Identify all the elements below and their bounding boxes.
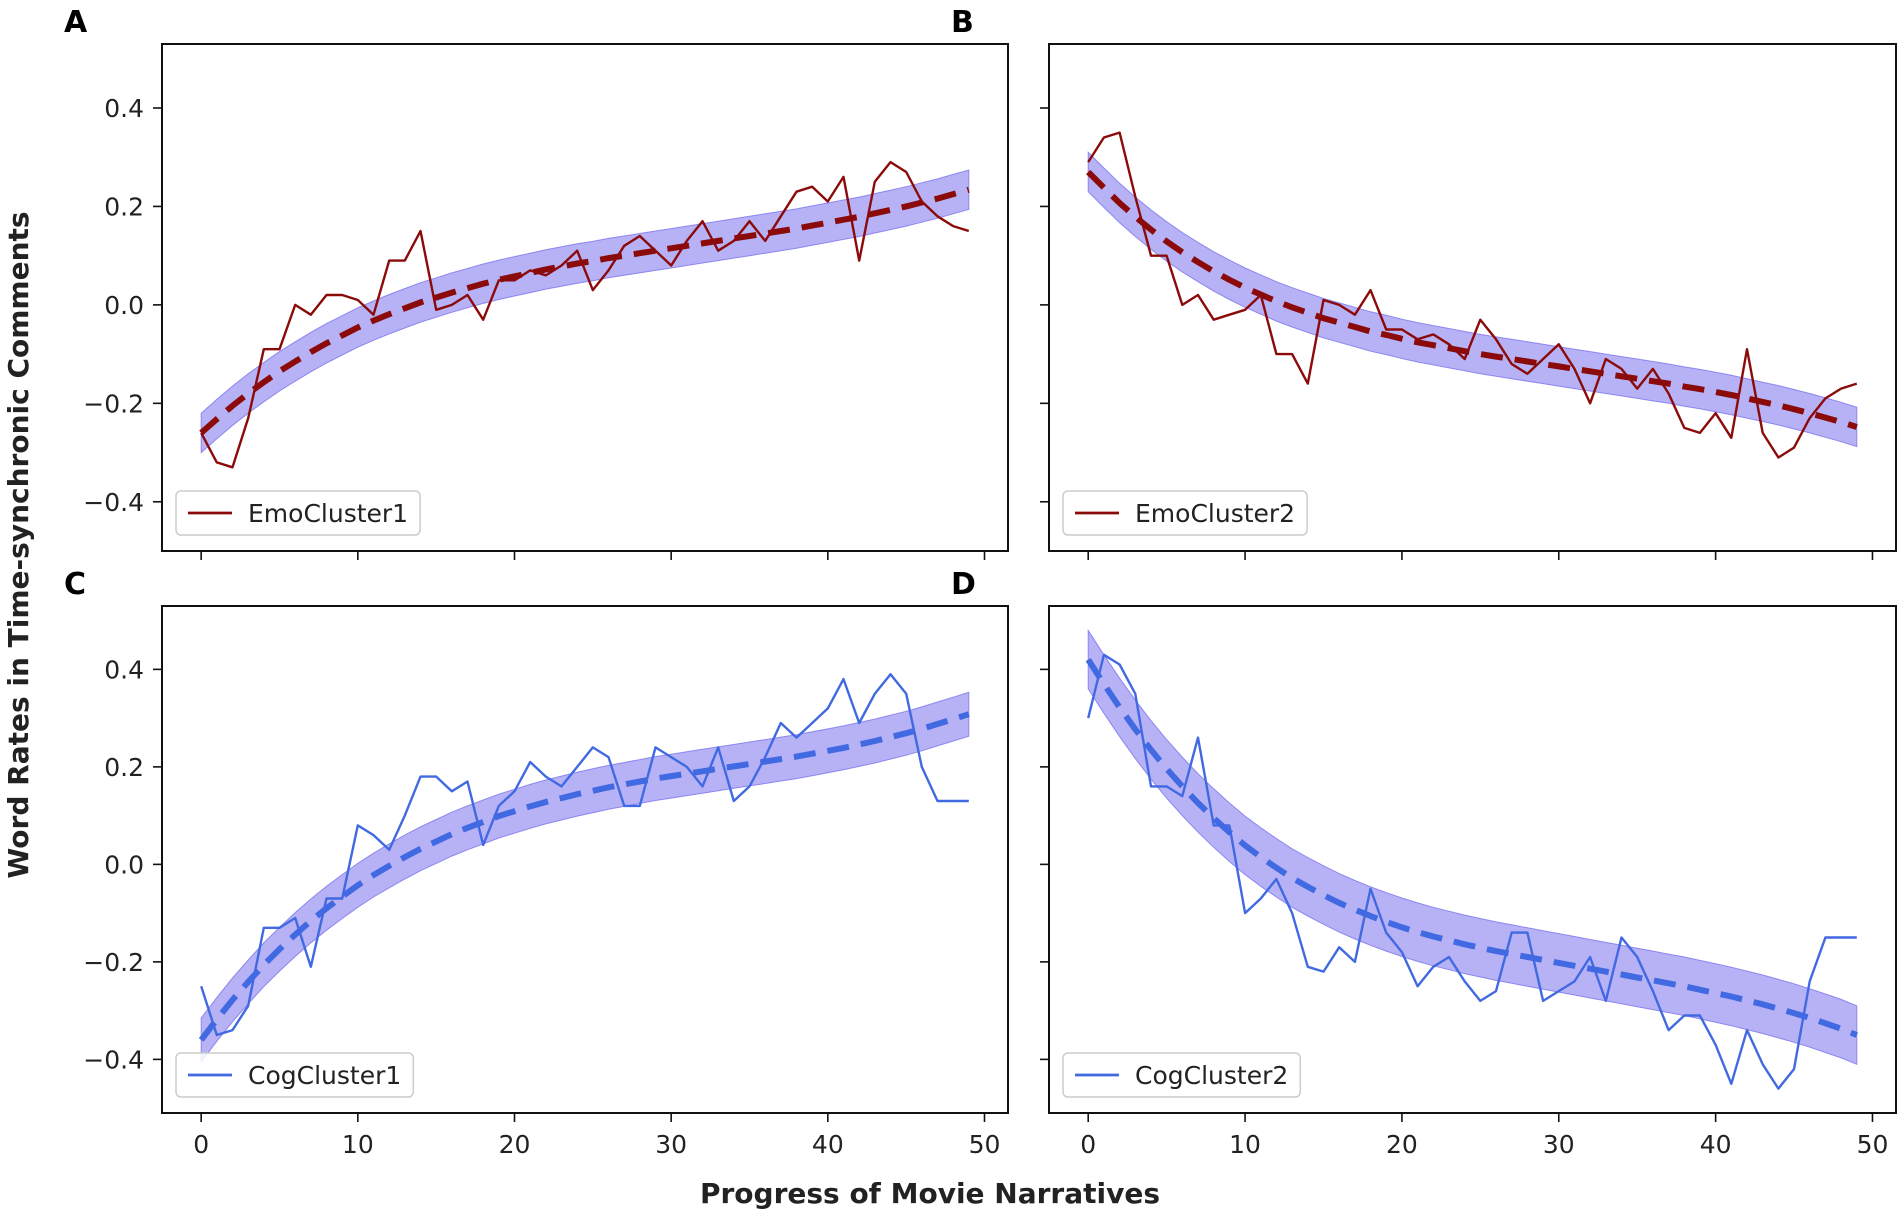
- x-tick-label: 30: [1543, 1130, 1575, 1159]
- x-tick-label: 0: [193, 1130, 209, 1159]
- fit-line: [198, 711, 970, 1042]
- plot-frame: [1048, 605, 1897, 1114]
- legend: CogCluster1: [175, 1052, 415, 1098]
- y-tick-label: −0.2: [83, 948, 144, 977]
- confidence-band: [200, 169, 970, 454]
- x-tick-label: 20: [499, 1130, 531, 1159]
- y-tick-label: 0.0: [104, 850, 144, 879]
- y-tick-label: 0.4: [104, 655, 144, 684]
- legend-box: [175, 1052, 415, 1098]
- panel-letter: B: [951, 5, 974, 40]
- plot-frame: [161, 605, 1009, 1114]
- confidence-band: [1087, 628, 1858, 1066]
- y-axis-title: Word Rates in Time-synchronic Comments: [2, 211, 35, 878]
- y-tick-label: −0.4: [83, 1045, 144, 1074]
- fit-line: [1085, 657, 1858, 1038]
- y-tick-label: −0.2: [83, 389, 144, 418]
- confidence-band: [1087, 151, 1858, 448]
- y-tick-label: 0.2: [104, 753, 144, 782]
- panel-letter: D: [951, 567, 976, 602]
- legend: CogCluster2: [1062, 1052, 1302, 1098]
- panels: A −0.4 −0.2 0.0 0.2 0.4 EmoCluster1 B EmoCluster…: [64, 5, 1897, 1159]
- y-tick-label: −0.4: [83, 488, 144, 517]
- panel-letter: A: [64, 5, 88, 40]
- panel-d: D 0 10 20 30 40 50 CogCluster2: [951, 567, 1897, 1159]
- confidence-band: [200, 691, 970, 1064]
- x-tick-label: 40: [1700, 1130, 1732, 1159]
- fit-line: [199, 186, 970, 436]
- panel-b: B EmoCluster2: [951, 5, 1897, 560]
- x-tick-label: 40: [812, 1130, 844, 1159]
- raw-series-line: [1087, 131, 1858, 459]
- legend-label: CogCluster2: [1135, 1061, 1288, 1090]
- x-tick-label: 30: [655, 1130, 687, 1159]
- plot-frame: [161, 43, 1009, 552]
- x-tick-label: 0: [1080, 1130, 1096, 1159]
- legend-box: [1062, 490, 1308, 536]
- fit-line: [1086, 169, 1858, 430]
- plot-frame: [1048, 43, 1897, 552]
- x-tick-label: 10: [1229, 1130, 1261, 1159]
- x-tick-label: 50: [1857, 1130, 1889, 1159]
- legend: EmoCluster1: [175, 490, 421, 536]
- panel-letter: C: [64, 567, 86, 602]
- raw-series-line: [200, 160, 970, 469]
- y-tick-label: 0.2: [104, 192, 144, 221]
- y-tick-label: 0.4: [104, 94, 144, 123]
- legend-box: [1062, 1052, 1302, 1098]
- y-tick-label: 0.0: [104, 291, 144, 320]
- legend-label: EmoCluster2: [1135, 499, 1295, 528]
- x-tick-label: 20: [1386, 1130, 1418, 1159]
- x-tick-label: 50: [969, 1130, 1001, 1159]
- panel-c: C 0 10 20 30 40 50 −0.4 −0.2 0.0 0.2 0.4 CogCluster1: [64, 567, 1009, 1159]
- panel-a: A −0.4 −0.2 0.0 0.2 0.4 EmoCluster1: [64, 5, 1009, 560]
- x-tick-label: 10: [342, 1130, 374, 1159]
- legend-label: CogCluster1: [248, 1061, 401, 1090]
- legend-label: EmoCluster1: [248, 499, 408, 528]
- legend: EmoCluster2: [1062, 490, 1308, 536]
- raw-series-line: [1087, 653, 1857, 1090]
- legend-box: [175, 490, 421, 536]
- raw-series-line: [200, 673, 969, 1037]
- x-axis-title: Progress of Movie Narratives: [700, 1177, 1160, 1210]
